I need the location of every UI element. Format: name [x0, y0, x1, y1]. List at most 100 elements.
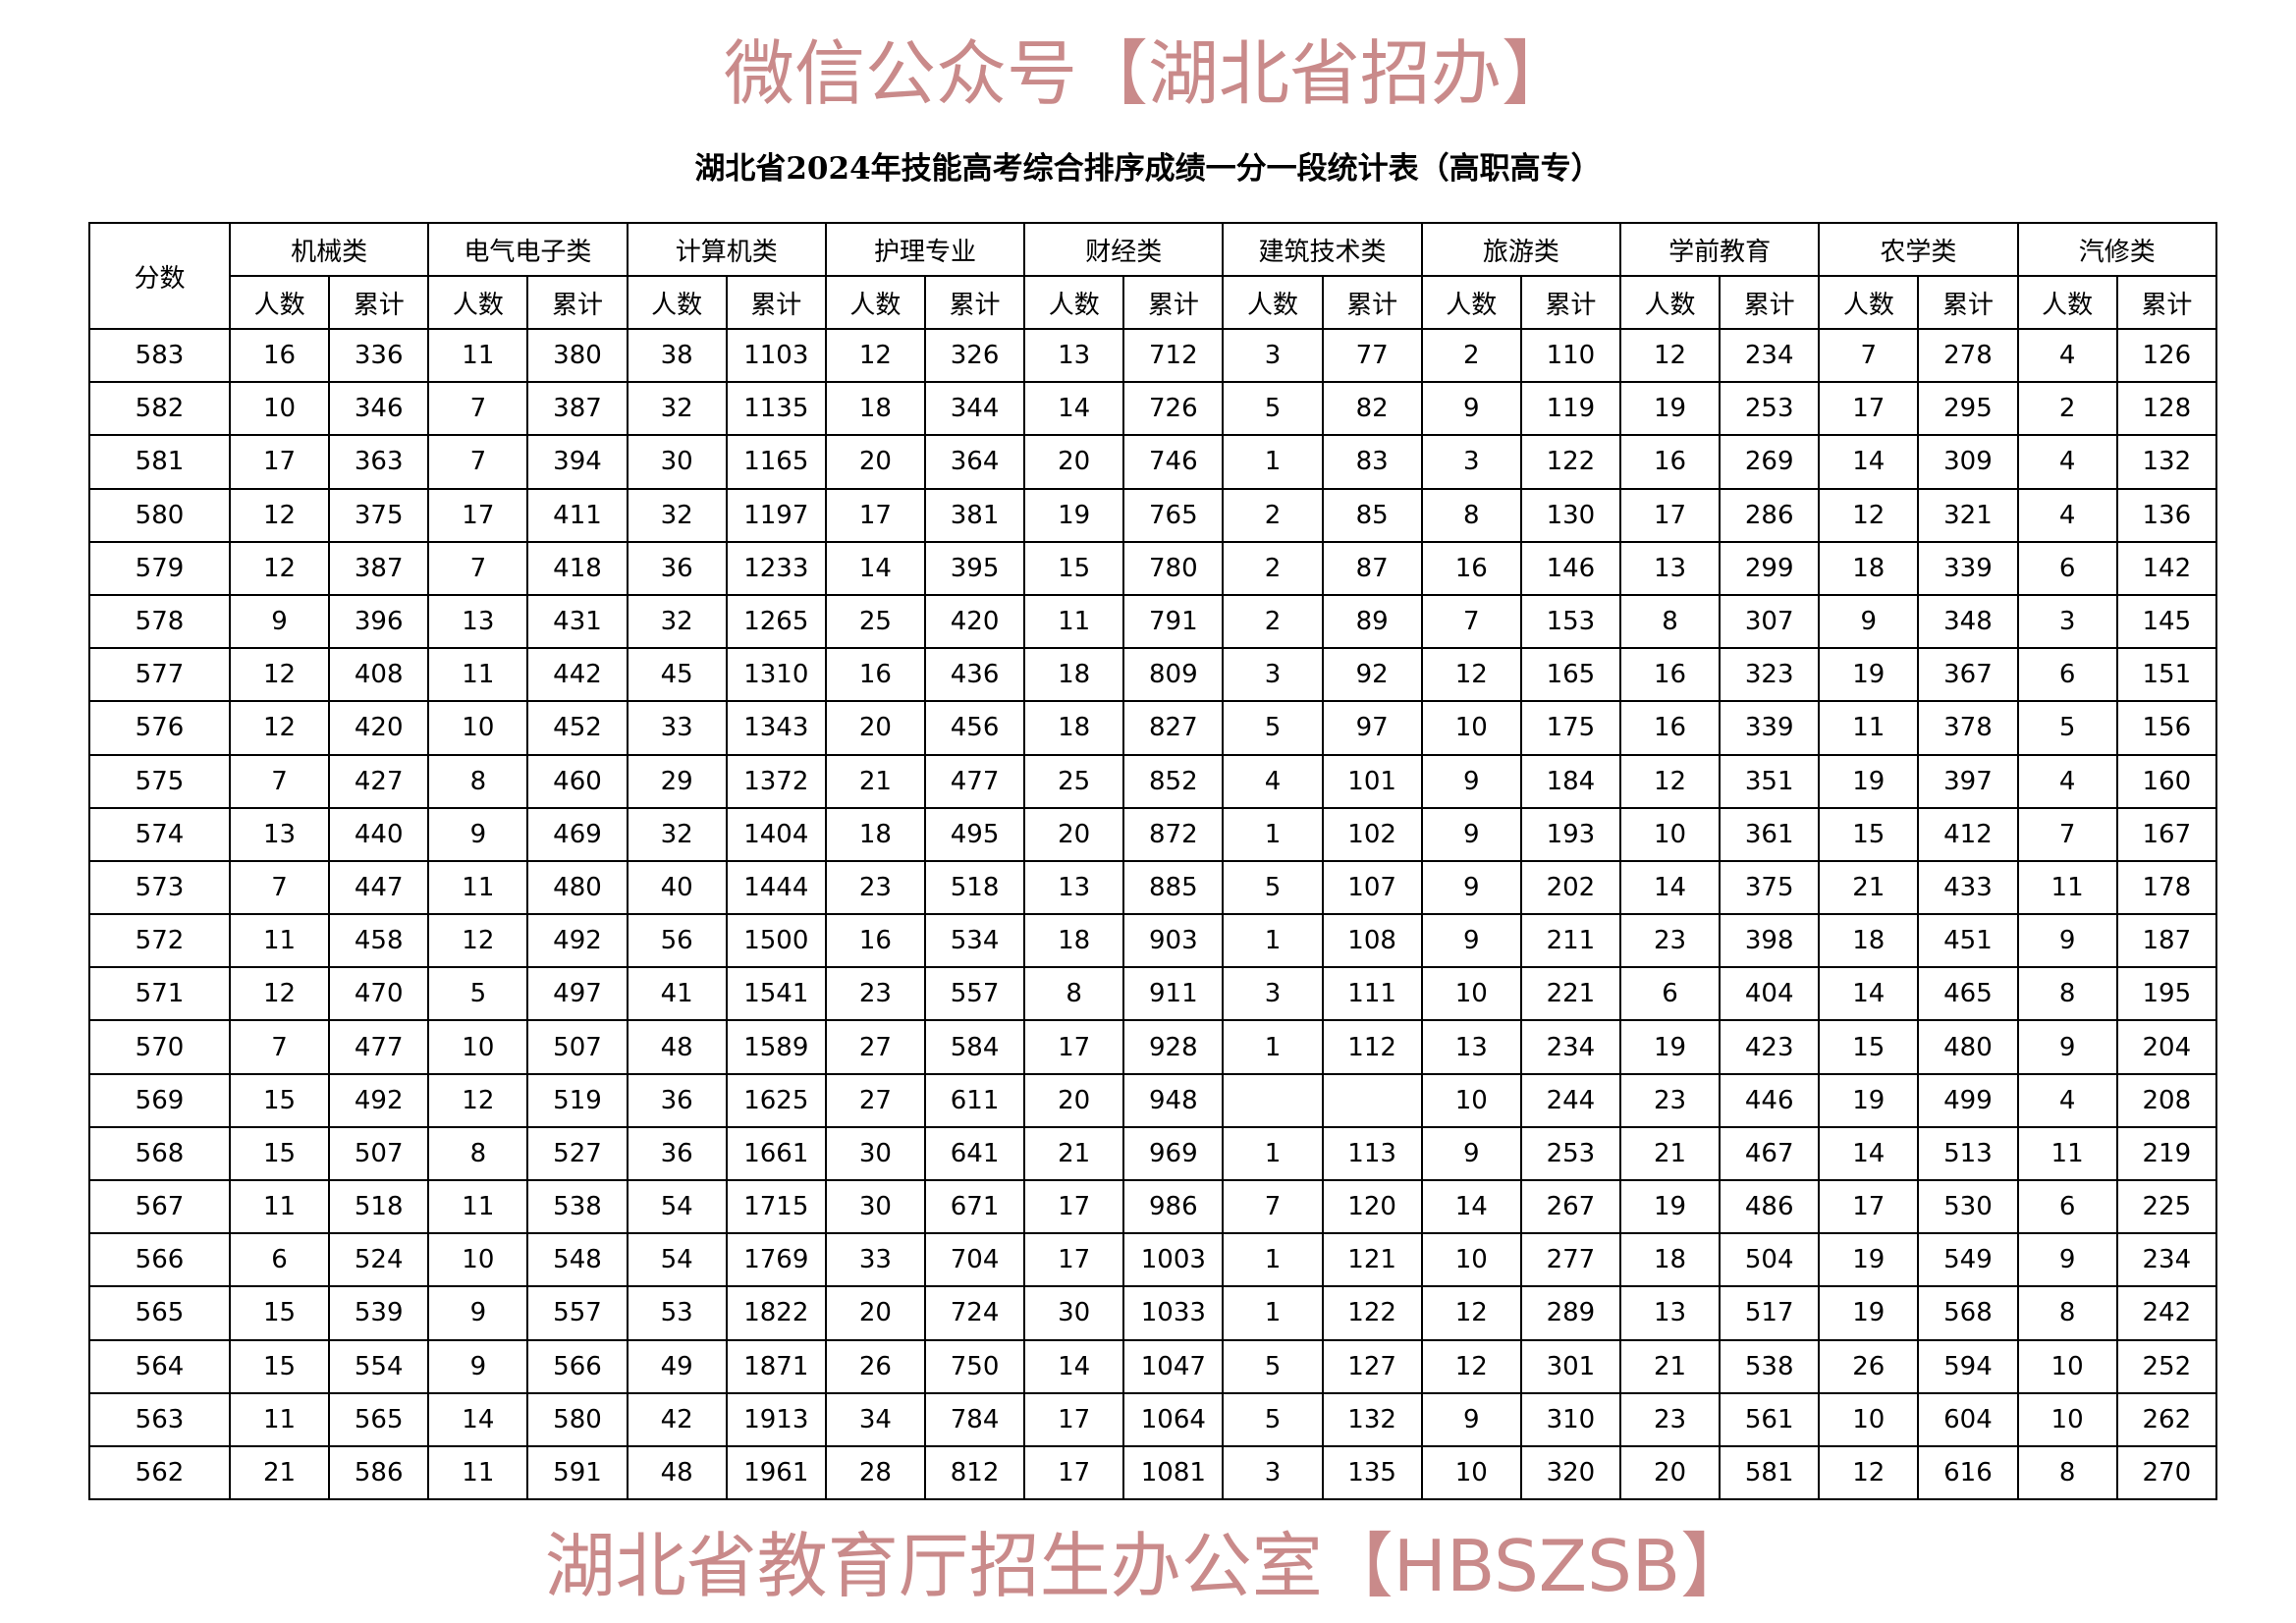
count-cell: 16	[228, 327, 331, 384]
cumulative-cell: 465	[1917, 966, 2019, 1022]
score-cell: 577	[88, 647, 231, 703]
count-cell: 12	[1420, 1285, 1522, 1341]
cumulative-cell: 433	[1917, 859, 2019, 916]
cumulative-cell: 1081	[1122, 1444, 1225, 1501]
count-cell: 2	[1222, 593, 1324, 650]
count-cell: 5	[1222, 381, 1324, 437]
count-cell: 36	[626, 1072, 728, 1128]
count-cell: 13	[1618, 1285, 1722, 1341]
count-cell: 2	[1222, 540, 1324, 596]
cumulative-cell: 142	[2115, 540, 2218, 596]
cumulative-cell: 1500	[725, 913, 827, 969]
cumulative-cell: 467	[1719, 1125, 1821, 1182]
count-cell: 6	[2016, 647, 2118, 703]
count-cell: 3	[1222, 327, 1324, 384]
cumulative-cell: 584	[923, 1019, 1026, 1075]
count-cell: 19	[1818, 1285, 1920, 1341]
cumulative-cell: 301	[1519, 1338, 1621, 1394]
cumulative-cell: 346	[328, 381, 430, 437]
count-cell: 4	[2016, 487, 2118, 543]
count-cell: 18	[1023, 913, 1125, 969]
cumulative-cell: 539	[328, 1285, 430, 1341]
count-cell: 2	[1222, 487, 1324, 543]
cumulative-cell: 495	[923, 806, 1026, 862]
cumulative-cell: 270	[2115, 1444, 2218, 1501]
cumulative-cell: 146	[1519, 540, 1621, 596]
cumulative-cell: 436	[923, 647, 1026, 703]
cumulative-cell: 704	[923, 1232, 1026, 1288]
count-cell: 11	[1818, 700, 1920, 756]
count-cell: 32	[626, 593, 728, 650]
cumulative-cell: 351	[1719, 753, 1821, 809]
count-cell: 12	[1420, 647, 1522, 703]
cumulative-cell: 160	[2115, 753, 2218, 809]
cumulative-cell: 326	[923, 327, 1026, 384]
count-cell: 19	[1618, 381, 1722, 437]
cumulative-cell: 497	[526, 966, 629, 1022]
count-cell: 17	[427, 487, 529, 543]
count-cell: 7	[427, 434, 529, 490]
cumulative-cell: 253	[1719, 381, 1821, 437]
count-cell: 15	[1818, 1019, 1920, 1075]
count-cell: 13	[1023, 327, 1125, 384]
count-cell: 30	[626, 434, 728, 490]
count-cell: 8	[2016, 1285, 2118, 1341]
count-cell: 6	[1618, 966, 1722, 1022]
cumulative-cell: 153	[1519, 593, 1621, 650]
count-cell: 56	[626, 913, 728, 969]
count-cell: 15	[1818, 806, 1920, 862]
cumulative-cell: 364	[923, 434, 1026, 490]
cumulative-cell	[1321, 1072, 1423, 1128]
score-cell: 565	[88, 1285, 231, 1341]
cumulative-cell: 586	[328, 1444, 430, 1501]
count-cell: 30	[824, 1178, 926, 1235]
header-cumulative: 累计	[1321, 275, 1423, 330]
count-cell: 21	[1618, 1338, 1722, 1394]
count-cell: 19	[1818, 1072, 1920, 1128]
cumulative-cell: 404	[1719, 966, 1821, 1022]
count-cell: 11	[1023, 593, 1125, 650]
cumulative-cell: 1033	[1122, 1285, 1225, 1341]
count-cell: 17	[1023, 1444, 1125, 1501]
header-count: 人数	[1222, 275, 1324, 330]
cumulative-cell: 1197	[725, 487, 827, 543]
cumulative-cell: 411	[526, 487, 629, 543]
cumulative-cell: 580	[526, 1391, 629, 1447]
cumulative-cell: 101	[1321, 753, 1423, 809]
count-cell: 7	[427, 540, 529, 596]
cumulative-cell: 1135	[725, 381, 827, 437]
cumulative-cell: 128	[2115, 381, 2218, 437]
cumulative-cell: 423	[1719, 1019, 1821, 1075]
count-cell: 18	[1023, 647, 1125, 703]
count-cell: 17	[1023, 1178, 1125, 1235]
cumulative-cell: 242	[2115, 1285, 2218, 1341]
cumulative-cell: 202	[1519, 859, 1621, 916]
count-cell: 30	[1023, 1285, 1125, 1341]
count-cell: 15	[228, 1125, 331, 1182]
table-row: 570 7 477 10 507 48 1589 27 584 17 928 1 112 13 234 19 4…	[88, 1019, 2218, 1075]
count-cell: 19	[1618, 1178, 1722, 1235]
cumulative-cell: 420	[328, 700, 430, 756]
cumulative-cell: 1961	[725, 1444, 827, 1501]
count-cell: 10	[427, 700, 529, 756]
count-cell: 18	[1618, 1232, 1722, 1288]
score-distribution-table: 分数 机械类 电气电子类 计算机类 护理专业 财经类 建筑技术类 旅游类 学前教育 农学类 汽修类…	[88, 222, 2218, 1501]
count-cell: 10	[427, 1019, 529, 1075]
cumulative-cell: 286	[1719, 487, 1821, 543]
cumulative-cell: 126	[2115, 327, 2218, 384]
cumulative-cell: 1233	[725, 540, 827, 596]
table-row: 579 12 387 7 418 36 1233 14 395 15 780 2 87 16 146 13 29…	[88, 540, 2218, 596]
cumulative-cell: 442	[526, 647, 629, 703]
count-cell: 4	[2016, 753, 2118, 809]
count-cell: 41	[626, 966, 728, 1022]
header-cumulative: 累计	[725, 275, 827, 330]
cumulative-cell: 1871	[725, 1338, 827, 1394]
cumulative-cell: 903	[1122, 913, 1225, 969]
cumulative-cell: 1003	[1122, 1232, 1225, 1288]
cumulative-cell: 394	[526, 434, 629, 490]
cumulative-cell: 549	[1917, 1232, 2019, 1288]
table-row: 581 17 363 7 394 30 1165 20 364 20 746 1 83 3 122 16 269…	[88, 434, 2218, 490]
count-cell: 32	[626, 487, 728, 543]
header-category: 汽修类	[2016, 222, 2218, 277]
count-cell: 14	[1818, 1125, 1920, 1182]
